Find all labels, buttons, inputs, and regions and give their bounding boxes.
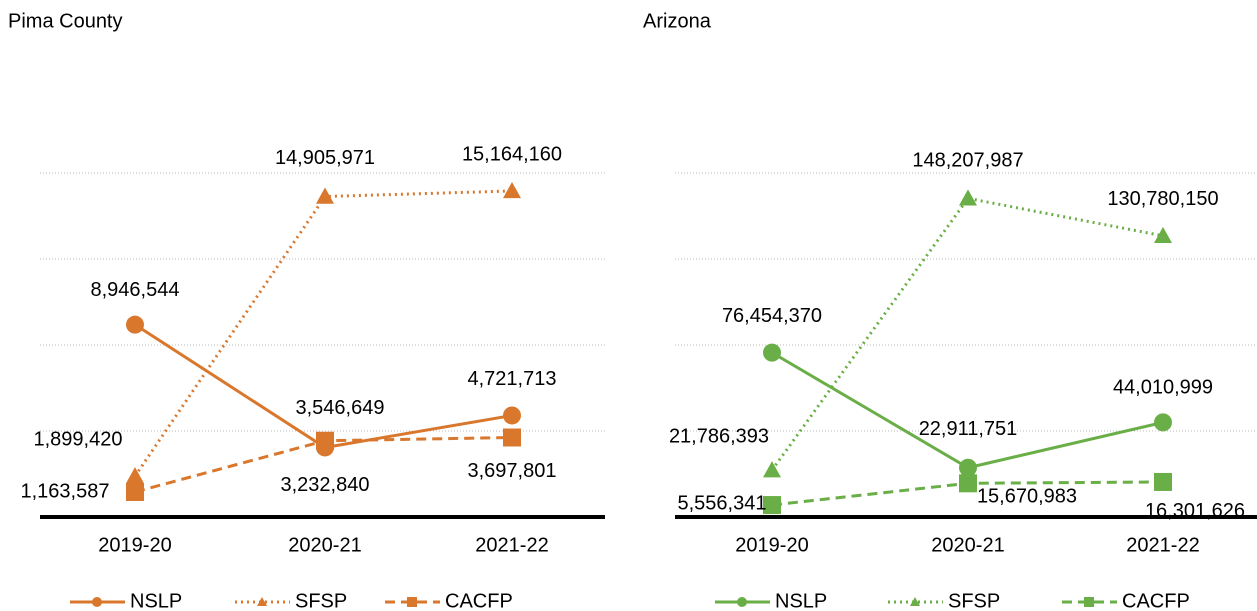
x-tick-label: 2020-21	[288, 534, 361, 556]
marker	[959, 189, 977, 206]
x-tick-label: 2019-20	[735, 534, 808, 556]
marker	[126, 315, 144, 334]
legend-label: CACFP	[1122, 590, 1190, 611]
data-label: 15,164,160	[462, 143, 562, 165]
legend-label: SFSP	[948, 590, 1000, 611]
data-label: 44,010,999	[1113, 377, 1213, 399]
data-label: 8,946,544	[91, 279, 180, 301]
data-label: 3,232,840	[281, 474, 370, 496]
data-label: 16,301,626	[1145, 500, 1245, 522]
data-label: 14,905,971	[275, 147, 375, 169]
legend-label: SFSP	[295, 590, 347, 611]
marker	[1154, 413, 1172, 432]
marker	[959, 458, 977, 477]
chart-title: Arizona	[643, 10, 712, 32]
data-label: 76,454,370	[722, 305, 822, 327]
data-label: 1,899,420	[34, 428, 123, 450]
x-tick-label: 2020-21	[931, 534, 1004, 556]
x-tick-label: 2021-22	[1126, 534, 1199, 556]
legend-marker	[910, 597, 920, 606]
legend-label: CACFP	[445, 590, 513, 611]
legend-marker	[257, 597, 267, 606]
data-label: 1,163,587	[21, 480, 110, 502]
chart-title: Pima County	[8, 10, 123, 32]
x-tick-label: 2021-22	[475, 534, 548, 556]
marker	[503, 181, 521, 199]
data-label: 3,546,649	[296, 397, 385, 419]
marker	[316, 187, 334, 204]
data-label: 148,207,987	[912, 150, 1023, 172]
marker	[959, 474, 977, 493]
marker	[316, 431, 334, 450]
marker	[503, 428, 521, 447]
marker	[503, 406, 521, 425]
legend-label: NSLP	[130, 590, 182, 611]
marker	[1154, 472, 1172, 491]
marker	[126, 482, 144, 501]
legend-label: NSLP	[775, 590, 827, 611]
x-tick-label: 2019-20	[98, 534, 171, 556]
legend-marker	[737, 597, 747, 607]
data-label: 15,670,983	[977, 486, 1077, 508]
line	[133, 189, 513, 478]
marker	[763, 343, 781, 362]
legend-marker	[1084, 597, 1094, 607]
data-label: 22,911,751	[919, 418, 1018, 440]
data-label: 3,697,801	[468, 460, 557, 482]
data-label: 130,780,150	[1107, 188, 1218, 210]
line	[134, 323, 513, 450]
marker	[763, 461, 781, 478]
legend-marker	[407, 597, 417, 607]
data-label: 4,721,713	[468, 368, 557, 390]
legend-marker	[92, 597, 102, 607]
marker	[126, 467, 144, 484]
marker	[763, 496, 781, 515]
data-label: 21,786,393	[669, 425, 769, 447]
marker	[1154, 226, 1172, 244]
line	[771, 351, 1164, 470]
data-label: 5,556,341	[678, 492, 767, 514]
